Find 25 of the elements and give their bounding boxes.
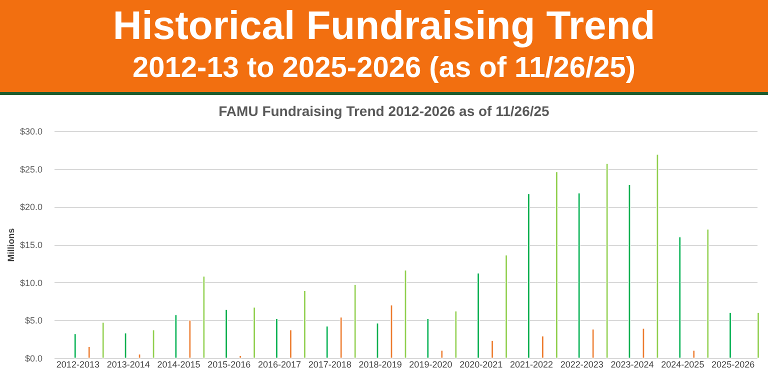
y-tick-label: $20.0 [20,202,42,212]
chart-subtitle: 2012-13 to 2025-2026 (as of 11/26/25) [132,51,636,86]
x-tick-label: 2018-2019 [358,360,402,370]
y-tick-label: $0.0 [24,354,42,364]
x-tick-label: 2024-2025 [661,360,704,370]
y-tick-label: $15.0 [20,240,42,250]
x-tick-label: 2020-2021 [460,360,503,370]
y-tick-label: $25.0 [20,164,42,174]
x-tick-label: 2023-2024 [610,360,654,370]
y-tick-label: $30.0 [20,126,42,136]
text: FAMU Fundraising Trend 2012-2026 as of 11/26/25 [218,103,550,121]
x-tick-label: 2013-2014 [106,360,150,370]
x-tick-label: 2014-2015 [157,360,200,370]
chart-title: Historical Fundraising Trend [112,3,656,50]
x-tick-label: 2012-2013 [56,360,100,370]
x-tick-label: 2022-2023 [560,360,604,370]
x-tick-label: 2016-2017 [258,360,302,370]
x-tick-label: 2019-2020 [409,360,452,370]
y-tick-label: $5.0 [24,316,42,326]
y-axis-title: Millions [6,228,16,262]
x-tick-label: 2015-2016 [208,360,251,370]
x-tick-label: 2021-2022 [510,360,554,370]
y-tick-label: $10.0 [20,278,42,288]
x-tick-label: 2017-2018 [308,360,352,370]
x-tick-label: 2025-2026 [712,360,755,370]
